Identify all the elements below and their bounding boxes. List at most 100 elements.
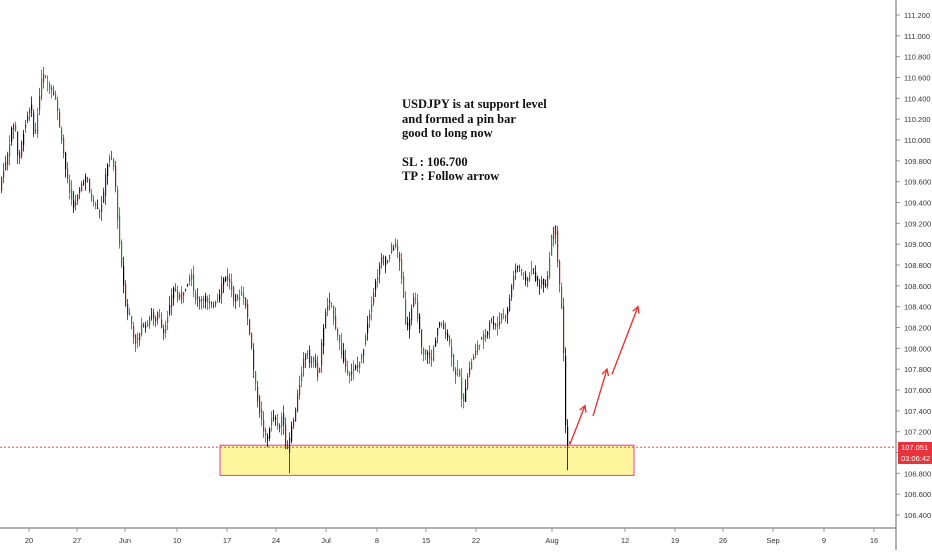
candle-body <box>247 304 249 319</box>
candle-body <box>289 437 291 453</box>
y-tick-label: 107.600 <box>904 386 931 395</box>
annotation-line: good to long now <box>402 126 493 141</box>
candle-body <box>81 184 83 192</box>
candle-body <box>487 331 489 336</box>
candle-body <box>19 151 21 159</box>
candle-body <box>277 422 279 427</box>
candle-body <box>115 165 117 187</box>
candle-body <box>541 280 543 285</box>
x-tick-label: 15 <box>422 536 430 545</box>
candle-body <box>381 256 383 264</box>
y-tick-label: 107.400 <box>904 407 931 416</box>
candle-body <box>551 234 553 256</box>
candle-body <box>111 156 113 158</box>
candle-body <box>525 274 527 281</box>
candle-body <box>547 275 549 286</box>
candle-body <box>423 348 425 355</box>
candle-body <box>447 333 449 339</box>
candle-body <box>105 173 107 196</box>
candle-body <box>189 276 191 282</box>
y-tick-label: 108.800 <box>904 261 931 270</box>
candle-body <box>535 272 537 281</box>
y-tick-label: 106.400 <box>904 511 931 520</box>
candle-body <box>409 319 411 330</box>
candle-body <box>395 243 397 247</box>
candle-body <box>299 384 301 396</box>
candle-body <box>475 350 477 355</box>
candle-body <box>97 207 99 209</box>
candle-body <box>237 294 239 300</box>
candle-body <box>555 225 557 236</box>
candle-body <box>171 295 173 308</box>
candle-body <box>325 311 327 329</box>
candle-body <box>95 203 97 206</box>
candle-body <box>275 417 277 420</box>
candle-body <box>229 278 231 283</box>
candle-body <box>137 337 139 340</box>
candle-body <box>3 171 5 178</box>
candle-body <box>527 277 529 282</box>
x-tick-label: Aug <box>545 536 558 545</box>
candle-body <box>341 342 343 356</box>
candle-body <box>221 283 223 295</box>
candle-body <box>265 429 267 436</box>
candle-body <box>33 112 35 134</box>
candle-body <box>231 281 233 291</box>
candle-body <box>469 368 471 375</box>
candle-body <box>79 188 81 193</box>
candle-body <box>429 351 431 359</box>
candle-body <box>521 269 523 271</box>
candle-body <box>285 424 287 450</box>
candle-body <box>305 353 307 360</box>
projection-arrows <box>569 305 640 445</box>
candle-body <box>157 312 159 320</box>
candle-body <box>233 286 235 301</box>
x-tick-label: 10 <box>173 536 181 545</box>
candle-body <box>217 300 219 302</box>
candle-body <box>445 331 447 335</box>
candle-body <box>253 349 255 370</box>
annotation-line: and formed a pin bar <box>402 111 516 126</box>
candle-body <box>93 199 95 202</box>
candle-body <box>405 299 407 324</box>
candle-body <box>453 354 455 370</box>
candle-body <box>245 298 247 306</box>
candle-body <box>433 347 435 361</box>
candle-body <box>473 356 475 361</box>
candle-body <box>505 315 507 318</box>
candle-body <box>1 177 3 191</box>
candle-body <box>465 387 467 403</box>
candle-body <box>165 324 167 334</box>
candle-body <box>11 128 13 142</box>
x-tick-label: Jun <box>119 536 131 545</box>
candle-body <box>71 189 73 200</box>
candle-body <box>461 377 463 399</box>
x-tick-label: 27 <box>73 536 81 545</box>
candle-body <box>223 278 225 285</box>
candle-body <box>47 83 49 84</box>
candle-body <box>373 292 375 304</box>
y-tick-label: 110.000 <box>904 136 931 145</box>
candle-body <box>363 349 365 356</box>
candle-body <box>249 319 251 334</box>
candle-body <box>457 368 459 371</box>
take-profit-text: TP : Follow arrow <box>402 169 500 184</box>
x-tick-label: 22 <box>472 536 480 545</box>
candle-body <box>37 113 39 134</box>
candle-body <box>195 292 197 300</box>
candle-body <box>169 304 171 315</box>
candle-body <box>295 408 297 422</box>
candle-body <box>269 428 271 439</box>
candle-body <box>471 361 473 370</box>
y-tick-label: 108.200 <box>904 324 931 333</box>
candle-body <box>403 276 405 298</box>
candle-body <box>163 328 165 334</box>
candle-body <box>259 396 261 413</box>
candle-body <box>193 273 195 291</box>
candle-body <box>365 336 367 345</box>
arrow-head <box>579 404 587 413</box>
candle-body <box>251 332 253 348</box>
candle-body <box>501 313 503 321</box>
